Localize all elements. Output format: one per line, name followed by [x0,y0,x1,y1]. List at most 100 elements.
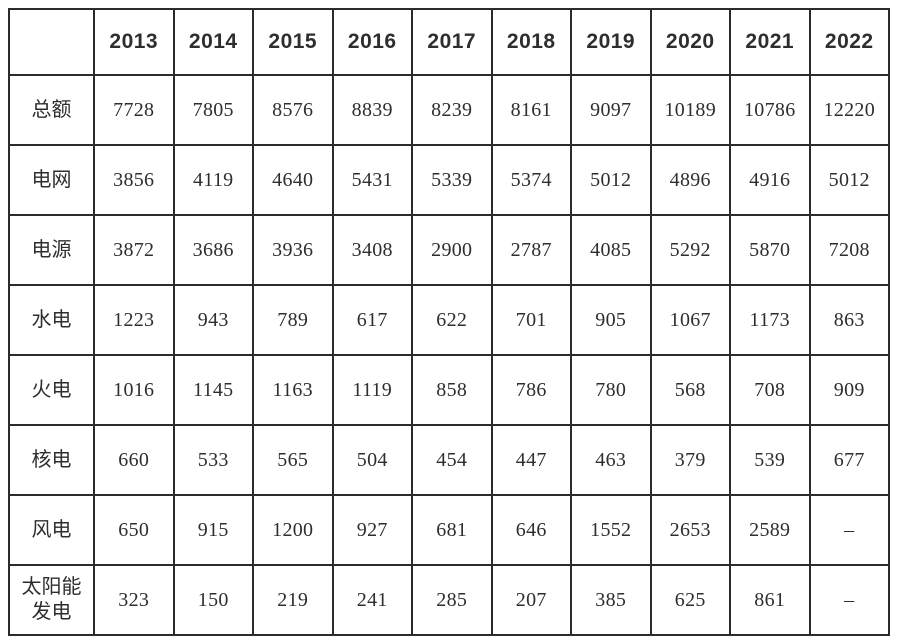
table-cell: 909 [808,354,890,426]
table-row-thermal: 火电 1016 1145 1163 1119 858 786 780 568 7… [8,354,890,426]
table-cell: 5012 [570,144,652,216]
table-cell: 8239 [411,74,493,146]
table-cell: 2787 [490,214,572,286]
table-cell: 927 [331,494,413,566]
column-header-2013: 2013 [93,8,175,76]
table-cell: 943 [172,284,254,356]
column-header-2022: 2022 [808,8,890,76]
table-cell: 8839 [331,74,413,146]
header-row: 2013 2014 2015 2016 2017 2018 2019 2020 … [8,8,890,76]
table-cell: 5870 [729,214,811,286]
table-cell: 7208 [808,214,890,286]
row-label-thermal: 火电 [8,354,95,426]
table-cell: 207 [490,564,572,636]
investment-data-table: 2013 2014 2015 2016 2017 2018 2019 2020 … [8,8,890,636]
table-cell: 454 [411,424,493,496]
table-cell: 863 [808,284,890,356]
table-cell: 219 [252,564,334,636]
column-header-2016: 2016 [331,8,413,76]
table-cell: 646 [490,494,572,566]
table-cell: 5374 [490,144,572,216]
table-row-solar: 太阳能 发电 323 150 219 241 285 207 385 625 8… [8,564,890,636]
table-cell: 3856 [93,144,175,216]
row-label-total: 总额 [8,74,95,146]
column-header-2020: 2020 [649,8,731,76]
table-cell: 565 [252,424,334,496]
table-cell: 1016 [93,354,175,426]
table-cell: – [808,564,890,636]
table-cell: 3408 [331,214,413,286]
table-cell: 447 [490,424,572,496]
table-cell: 463 [570,424,652,496]
table-header: 2013 2014 2015 2016 2017 2018 2019 2020 … [8,8,890,76]
table-cell: 858 [411,354,493,426]
table-row-hydro: 水电 1223 943 789 617 622 701 905 1067 117… [8,284,890,356]
table-cell: 3936 [252,214,334,286]
table-cell: 1119 [331,354,413,426]
table-cell: 5012 [808,144,890,216]
column-header-2018: 2018 [490,8,572,76]
table-cell: 533 [172,424,254,496]
table-cell: 323 [93,564,175,636]
table-cell: 861 [729,564,811,636]
table-cell: 2653 [649,494,731,566]
table-cell: – [808,494,890,566]
table-cell: 625 [649,564,731,636]
table-cell: 2900 [411,214,493,286]
table-cell: 701 [490,284,572,356]
table-cell: 677 [808,424,890,496]
table-cell: 4640 [252,144,334,216]
table-cell: 1145 [172,354,254,426]
table-cell: 568 [649,354,731,426]
table-cell: 7728 [93,74,175,146]
table-cell: 379 [649,424,731,496]
table-cell: 150 [172,564,254,636]
row-label-nuclear: 核电 [8,424,95,496]
table-row-wind: 风电 650 915 1200 927 681 646 1552 2653 25… [8,494,890,566]
table-row-power-source: 电源 3872 3686 3936 3408 2900 2787 4085 52… [8,214,890,286]
table-cell: 9097 [570,74,652,146]
column-header-2015: 2015 [252,8,334,76]
table-cell: 617 [331,284,413,356]
table-cell: 786 [490,354,572,426]
table-cell: 780 [570,354,652,426]
table-cell: 1552 [570,494,652,566]
table-cell: 285 [411,564,493,636]
table-cell: 1223 [93,284,175,356]
table-cell: 915 [172,494,254,566]
table-cell: 539 [729,424,811,496]
table-cell: 1173 [729,284,811,356]
table-cell: 622 [411,284,493,356]
table-cell: 1163 [252,354,334,426]
table-cell: 660 [93,424,175,496]
table-cell: 385 [570,564,652,636]
row-label-hydro: 水电 [8,284,95,356]
table-cell: 905 [570,284,652,356]
row-label-solar: 太阳能 发电 [8,564,95,636]
column-header-2021: 2021 [729,8,811,76]
table-cell: 12220 [808,74,890,146]
table-cell: 1200 [252,494,334,566]
table-cell: 789 [252,284,334,356]
table-cell: 5431 [331,144,413,216]
table-row-total: 总额 7728 7805 8576 8839 8239 8161 9097 10… [8,74,890,146]
table-cell: 4916 [729,144,811,216]
table-cell: 241 [331,564,413,636]
table-cell: 1067 [649,284,731,356]
table-cell: 8576 [252,74,334,146]
row-label-grid: 电网 [8,144,95,216]
table-cell: 3872 [93,214,175,286]
table-cell: 708 [729,354,811,426]
table-cell: 10189 [649,74,731,146]
table-cell: 681 [411,494,493,566]
table-cell: 504 [331,424,413,496]
table-cell: 8161 [490,74,572,146]
table-cell: 10786 [729,74,811,146]
column-header-2014: 2014 [172,8,254,76]
table-cell: 3686 [172,214,254,286]
row-label-power-source: 电源 [8,214,95,286]
table-cell: 5292 [649,214,731,286]
table-cell: 4896 [649,144,731,216]
table-row-nuclear: 核电 660 533 565 504 454 447 463 379 539 6… [8,424,890,496]
